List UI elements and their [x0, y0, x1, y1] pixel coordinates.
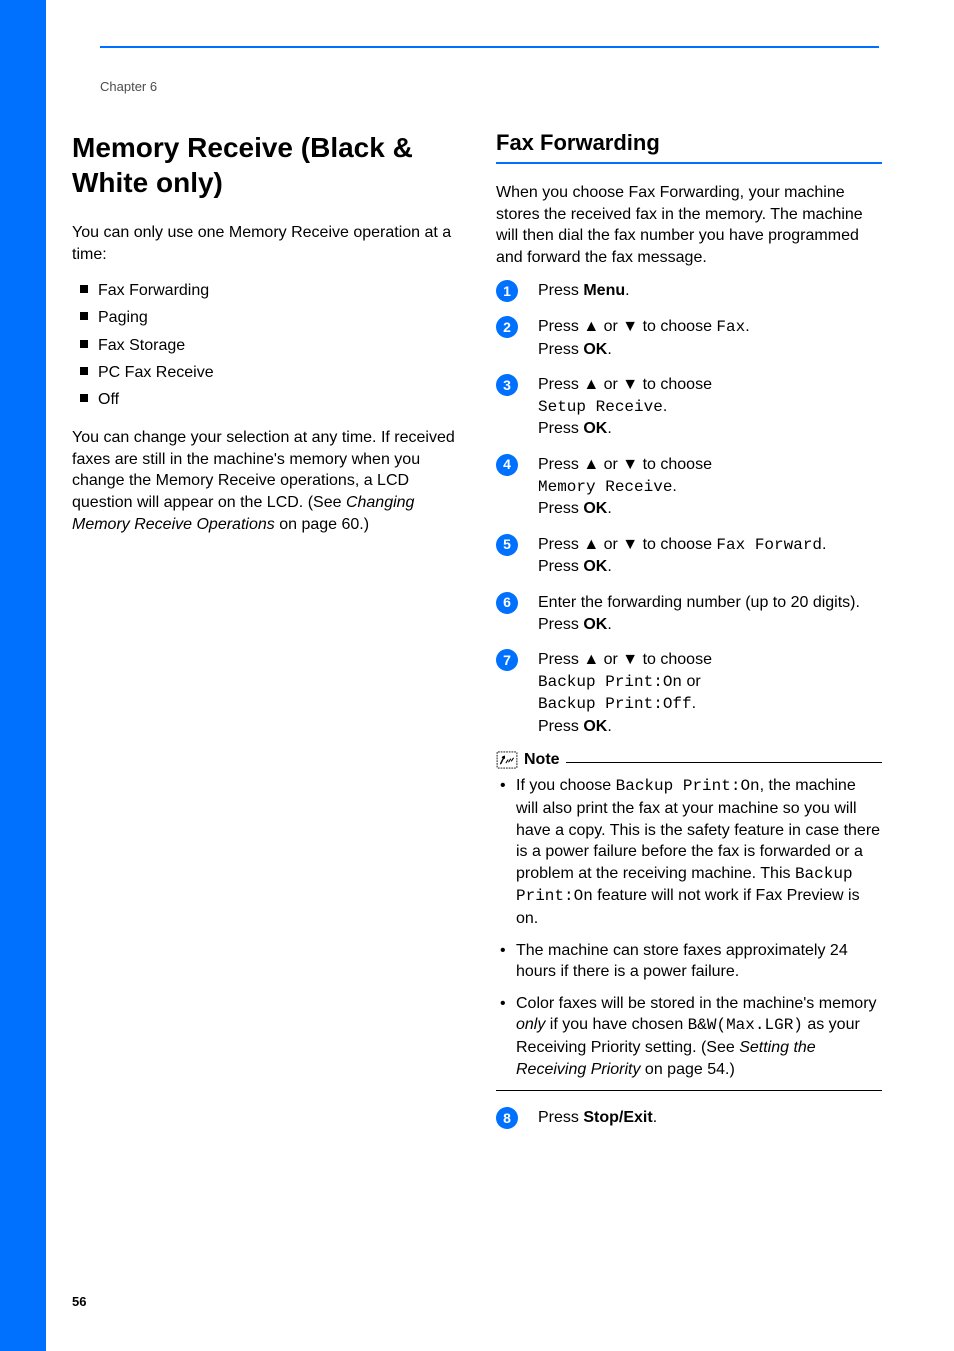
step-number-badge: 3 — [496, 374, 518, 396]
page-content: Memory Receive (Black & White only) You … — [72, 130, 882, 1143]
step-number-badge: 2 — [496, 316, 518, 338]
step-line2: Press — [538, 341, 583, 358]
step-4: 4 Press ▲ or ▼ to choose Memory Receive.… — [496, 454, 882, 520]
left-column: Memory Receive (Black & White only) You … — [72, 130, 458, 1143]
step-tail: . — [672, 478, 676, 495]
key-name: Stop/Exit — [583, 1109, 652, 1126]
step-3: 3 Press ▲ or ▼ to choose Setup Receive. … — [496, 374, 882, 440]
step-line2: Press — [538, 718, 583, 735]
step-line2-tail: . — [607, 420, 611, 437]
procedure-steps-cont: 8 Press Stop/Exit. — [496, 1107, 882, 1129]
note-text: if you have chosen — [545, 1016, 687, 1033]
step-text: Press ▲ or ▼ to choose — [538, 456, 712, 473]
emphasis: only — [516, 1016, 545, 1033]
lcd-text: Memory Receive — [538, 478, 672, 496]
procedure-steps: 1 Press Menu. 2 Press ▲ or ▼ to choose F… — [496, 280, 882, 737]
note-item: The machine can store faxes approximatel… — [496, 940, 882, 983]
step-number-badge: 8 — [496, 1107, 518, 1129]
subsection-title: Fax Forwarding — [496, 130, 882, 156]
lcd-text: Setup Receive — [538, 398, 663, 416]
step-number-badge: 6 — [496, 592, 518, 614]
left-trailer: You can change your selection at any tim… — [72, 427, 458, 535]
lcd-text: B&W(Max.LGR) — [688, 1016, 803, 1034]
step-text: Press — [538, 1109, 583, 1126]
key-name: OK — [583, 500, 607, 517]
step-line2: Press — [538, 558, 583, 575]
header-rule — [100, 46, 879, 48]
step-text: Press ▲ or ▼ to choose — [538, 651, 712, 668]
note-text: on page 54.) — [640, 1061, 734, 1078]
list-item: Paging — [72, 304, 458, 331]
key-name: OK — [583, 341, 607, 358]
step-tail: . — [663, 398, 667, 415]
step-line2-tail: . — [607, 500, 611, 517]
lcd-text: Backup Print:On — [538, 673, 682, 691]
step-line2-tail: . — [607, 616, 611, 633]
key-name: OK — [583, 616, 607, 633]
note-item: If you choose Backup Print:On, the machi… — [496, 775, 882, 929]
step-tail: . — [822, 536, 826, 553]
step-8: 8 Press Stop/Exit. — [496, 1107, 882, 1129]
note-rule — [566, 762, 882, 763]
step-text: Press ▲ or ▼ to choose — [538, 318, 716, 335]
step-text: Press ▲ or ▼ to choose — [538, 376, 712, 393]
note-icon — [496, 751, 518, 769]
step-tail: . — [653, 1109, 657, 1126]
step-number-badge: 1 — [496, 280, 518, 302]
step-line2: Press — [538, 500, 583, 517]
step-line2-tail: . — [607, 558, 611, 575]
step-number-badge: 5 — [496, 534, 518, 556]
section-title: Memory Receive (Black & White only) — [72, 130, 458, 200]
step-tail: . — [625, 282, 629, 299]
key-name: Menu — [583, 282, 625, 299]
step-line2-tail: . — [607, 718, 611, 735]
right-column: Fax Forwarding When you choose Fax Forwa… — [496, 130, 882, 1143]
note-rule — [496, 1090, 882, 1091]
note-items: If you choose Backup Print:On, the machi… — [496, 775, 882, 1080]
list-item: Fax Forwarding — [72, 277, 458, 304]
lcd-text: Fax Forward — [716, 536, 822, 554]
note-label: Note — [524, 751, 560, 769]
trailer-post: on page 60.) — [275, 516, 369, 533]
note-text: Color faxes will be stored in the machin… — [516, 995, 877, 1012]
step-line2-tail: . — [607, 341, 611, 358]
left-intro: You can only use one Memory Receive oper… — [72, 222, 458, 265]
note-header: Note — [496, 751, 882, 769]
step-7: 7 Press ▲ or ▼ to choose Backup Print:On… — [496, 649, 882, 737]
step-tail: . — [745, 318, 749, 335]
lcd-text: Backup Print:On — [616, 777, 760, 795]
subsection-rule — [496, 162, 882, 164]
step-text: Press — [538, 282, 583, 299]
step-mid: or — [682, 673, 701, 690]
note-block: Note If you choose Backup Print:On, the … — [496, 751, 882, 1091]
right-intro: When you choose Fax Forwarding, your mac… — [496, 182, 882, 268]
key-name: OK — [583, 558, 607, 575]
step-number-badge: 4 — [496, 454, 518, 476]
note-item: Color faxes will be stored in the machin… — [496, 993, 882, 1080]
lcd-text: Backup Print:Off — [538, 695, 692, 713]
list-item: PC Fax Receive — [72, 359, 458, 386]
note-text: If you choose — [516, 777, 616, 794]
key-name: OK — [583, 420, 607, 437]
page-number: 56 — [72, 1294, 86, 1309]
step-6: 6 Enter the forwarding number (up to 20 … — [496, 592, 882, 635]
step-number-badge: 7 — [496, 649, 518, 671]
step-line2: Press — [538, 616, 583, 633]
side-accent-bar — [0, 0, 46, 1351]
key-name: OK — [583, 718, 607, 735]
list-item: Fax Storage — [72, 332, 458, 359]
step-line2: Press — [538, 420, 583, 437]
step-2: 2 Press ▲ or ▼ to choose Fax. Press OK. — [496, 316, 882, 360]
chapter-label: Chapter 6 — [100, 79, 157, 94]
list-item: Off — [72, 386, 458, 413]
lcd-text: Fax — [716, 318, 745, 336]
step-5: 5 Press ▲ or ▼ to choose Fax Forward. Pr… — [496, 534, 882, 578]
step-1: 1 Press Menu. — [496, 280, 882, 302]
memory-receive-options: Fax Forwarding Paging Fax Storage PC Fax… — [72, 277, 458, 413]
step-text: Enter the forwarding number (up to 20 di… — [538, 594, 860, 611]
step-text: Press ▲ or ▼ to choose — [538, 536, 716, 553]
step-tail: . — [692, 695, 696, 712]
